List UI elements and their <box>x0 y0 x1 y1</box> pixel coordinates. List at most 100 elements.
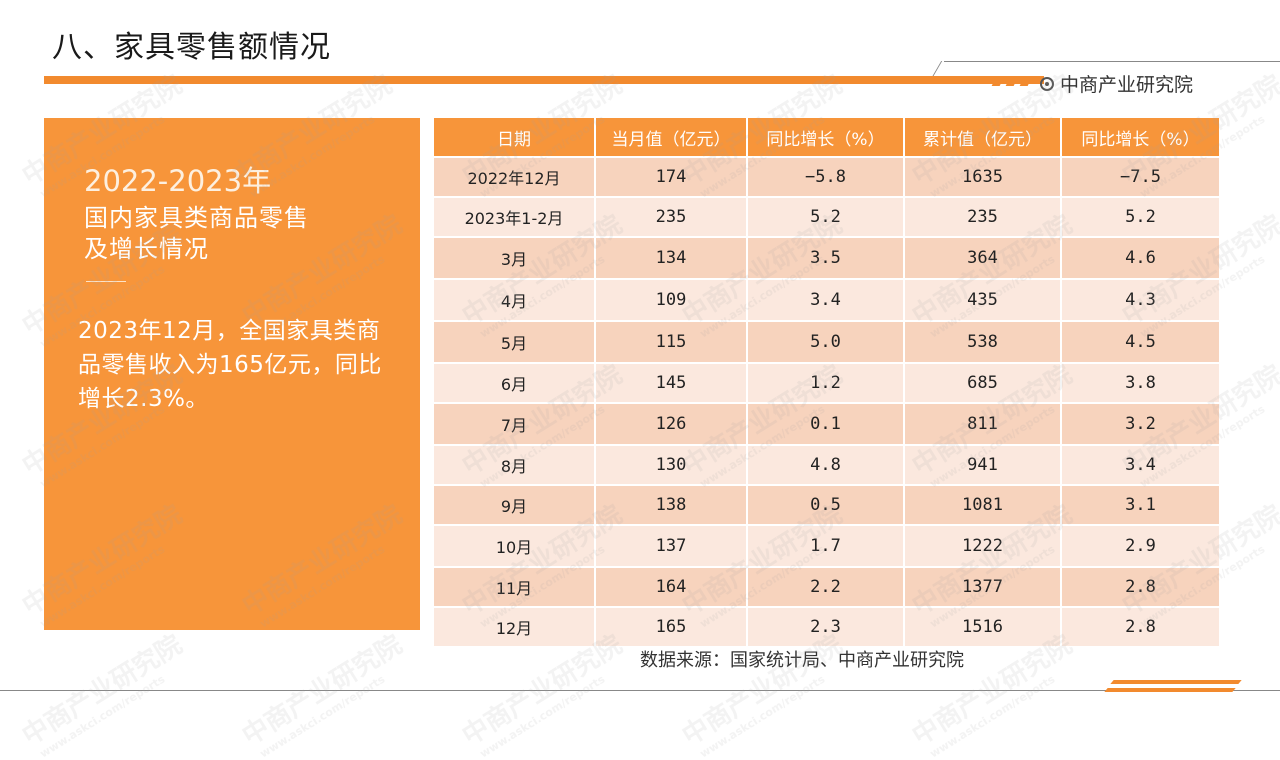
cell-monthly-value: 145 <box>596 364 746 404</box>
thin-header-rule <box>944 61 1280 62</box>
cell-monthly-growth: 5.0 <box>748 322 903 364</box>
table-row: 12月 165 2.3 1516 2.8 <box>434 608 1219 648</box>
cell-date: 7月 <box>434 404 594 446</box>
cell-cumulative-value: 364 <box>905 238 1060 280</box>
cell-cumulative-growth: 2.8 <box>1062 568 1219 608</box>
watermark-text: 中商产业研究院 <box>17 629 188 752</box>
cell-date: 2023年1-2月 <box>434 198 594 238</box>
cell-date: 12月 <box>434 608 594 648</box>
cell-monthly-value: 235 <box>596 198 746 238</box>
cell-date: 8月 <box>434 446 594 486</box>
cell-monthly-growth: 3.4 <box>748 280 903 322</box>
cell-cumulative-value: 1081 <box>905 486 1060 526</box>
table-row: 10月 137 1.7 1222 2.9 <box>434 526 1219 568</box>
table-row: 7月 126 0.1 811 3.2 <box>434 404 1219 446</box>
cell-cumulative-growth: 5.2 <box>1062 198 1219 238</box>
watermark-url: www.askci.com/reports <box>697 672 828 760</box>
cell-monthly-growth: 3.5 <box>748 238 903 280</box>
brand-logo-icon <box>1040 76 1054 91</box>
cell-cumulative-value: 811 <box>905 404 1060 446</box>
cell-date: 2022年12月 <box>434 158 594 198</box>
panel-subtitle-line1: 国内家具类商品零售 <box>84 204 309 232</box>
cell-date: 5月 <box>434 322 594 364</box>
table-body: 2022年12月 174 −5.8 1635 −7.5 2023年1-2月 235 5.2 23… <box>434 158 1219 648</box>
cell-monthly-growth: 5.2 <box>748 198 903 238</box>
slide-title: 八、家具零售额情况 <box>52 30 331 65</box>
cell-cumulative-value: 435 <box>905 280 1060 322</box>
table-row: 3月 134 3.5 364 4.6 <box>434 238 1219 280</box>
watermark-url: www.askci.com/reports <box>477 672 608 760</box>
watermark-url: www.askci.com/reports <box>257 672 388 760</box>
watermark-url: www.askci.com/reports <box>37 672 168 760</box>
cell-cumulative-value: 1377 <box>905 568 1060 608</box>
col-header-monthly-value: 当月值（亿元） <box>596 118 746 158</box>
cell-monthly-value: 165 <box>596 608 746 648</box>
cell-monthly-value: 109 <box>596 280 746 322</box>
table-row: 8月 130 4.8 941 3.4 <box>434 446 1219 486</box>
cell-monthly-growth: 1.7 <box>748 526 903 568</box>
cell-monthly-growth: 0.1 <box>748 404 903 446</box>
cell-monthly-value: 130 <box>596 446 746 486</box>
cell-monthly-value: 138 <box>596 486 746 526</box>
panel-divider <box>86 281 126 282</box>
cell-cumulative-growth: 4.3 <box>1062 280 1219 322</box>
table-row: 11月 164 2.2 1377 2.8 <box>434 568 1219 608</box>
col-header-cumulative-growth: 同比增长（%） <box>1062 118 1219 158</box>
cell-date: 4月 <box>434 280 594 322</box>
cell-date: 3月 <box>434 238 594 280</box>
cell-monthly-growth: 4.8 <box>748 446 903 486</box>
data-source: 数据来源：国家统计局、中商产业研究院 <box>640 650 964 671</box>
table-row: 4月 109 3.4 435 4.3 <box>434 280 1219 322</box>
cell-monthly-value: 115 <box>596 322 746 364</box>
cell-date: 6月 <box>434 364 594 404</box>
orange-header-rule <box>44 76 1044 84</box>
watermark-text: 中商产业研究院 <box>237 629 408 752</box>
cell-date: 11月 <box>434 568 594 608</box>
cell-cumulative-value: 685 <box>905 364 1060 404</box>
retail-sales-table: 日期 当月值（亿元） 同比增长（%） 累计值（亿元） 同比增长（%） 2022年… <box>432 118 1221 648</box>
cell-monthly-value: 126 <box>596 404 746 446</box>
cell-cumulative-value: 1516 <box>905 608 1060 648</box>
cell-cumulative-growth: 4.6 <box>1062 238 1219 280</box>
cell-monthly-growth: 1.2 <box>748 364 903 404</box>
summary-panel: 2022-2023年 国内家具类商品零售 及增长情况 2023年12月，全国家具… <box>44 118 420 630</box>
cell-cumulative-growth: 2.8 <box>1062 608 1219 648</box>
cell-cumulative-growth: 3.4 <box>1062 446 1219 486</box>
table-row: 6月 145 1.2 685 3.8 <box>434 364 1219 404</box>
cell-cumulative-value: 1635 <box>905 158 1060 198</box>
cell-monthly-value: 137 <box>596 526 746 568</box>
cell-cumulative-value: 1222 <box>905 526 1060 568</box>
cell-cumulative-growth: 2.9 <box>1062 526 1219 568</box>
cell-monthly-value: 164 <box>596 568 746 608</box>
cell-cumulative-value: 538 <box>905 322 1060 364</box>
col-header-cumulative-value: 累计值（亿元） <box>905 118 1060 158</box>
cell-cumulative-growth: 4.5 <box>1062 322 1219 364</box>
watermark-url: www.askci.com/reports <box>927 672 1058 760</box>
table-header-row: 日期 当月值（亿元） 同比增长（%） 累计值（亿元） 同比增长（%） <box>434 118 1219 158</box>
cell-monthly-value: 174 <box>596 158 746 198</box>
panel-body-text: 2023年12月，全国家具类商品零售收入为165亿元，同比增长2.3%。 <box>78 318 382 412</box>
cell-cumulative-growth: −7.5 <box>1062 158 1219 198</box>
cell-monthly-growth: 2.2 <box>748 568 903 608</box>
col-header-date: 日期 <box>434 118 594 158</box>
table-row: 5月 115 5.0 538 4.5 <box>434 322 1219 364</box>
cell-cumulative-value: 941 <box>905 446 1060 486</box>
cell-cumulative-value: 235 <box>905 198 1060 238</box>
col-header-monthly-growth: 同比增长（%） <box>748 118 903 158</box>
brand: 中商产业研究院 <box>1040 70 1193 97</box>
panel-subtitle-line2: 及增长情况 <box>84 235 209 263</box>
bottom-rule <box>0 690 1280 691</box>
table-row: 2022年12月 174 −5.8 1635 −7.5 <box>434 158 1219 198</box>
cell-monthly-growth: 2.3 <box>748 608 903 648</box>
cell-cumulative-growth: 3.1 <box>1062 486 1219 526</box>
table-row: 9月 138 0.5 1081 3.1 <box>434 486 1219 526</box>
cell-monthly-value: 134 <box>596 238 746 280</box>
cell-monthly-growth: −5.8 <box>748 158 903 198</box>
cell-date: 10月 <box>434 526 594 568</box>
table-row: 2023年1-2月 235 5.2 235 5.2 <box>434 198 1219 238</box>
panel-year: 2022-2023年 <box>84 164 272 198</box>
data-table-wrap: 日期 当月值（亿元） 同比增长（%） 累计值（亿元） 同比增长（%） 2022年… <box>432 118 1221 648</box>
cell-cumulative-growth: 3.8 <box>1062 364 1219 404</box>
cell-cumulative-growth: 3.2 <box>1062 404 1219 446</box>
cell-date: 9月 <box>434 486 594 526</box>
